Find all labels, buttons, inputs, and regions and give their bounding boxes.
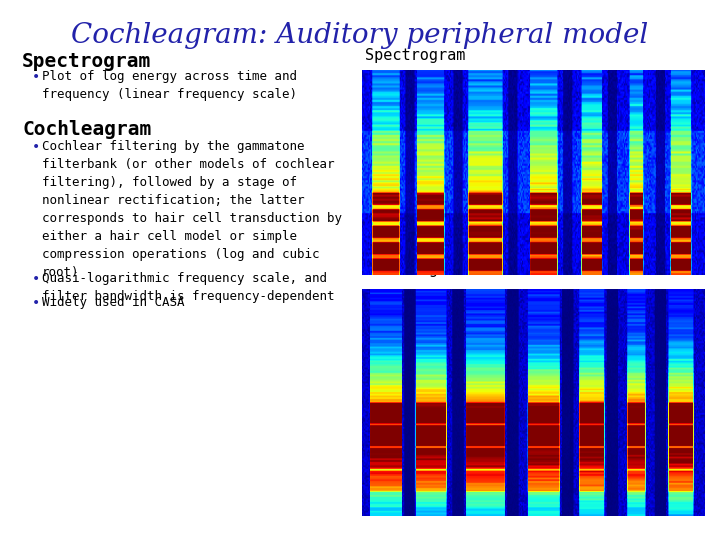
Text: •: • (32, 140, 40, 154)
Text: Cochleagram: Cochleagram (365, 262, 465, 277)
Text: Cochleagram: Cochleagram (22, 120, 151, 139)
Text: Cochlear filtering by the gammatone
filterbank (or other models of cochlear
filt: Cochlear filtering by the gammatone filt… (42, 140, 342, 279)
Text: •: • (32, 272, 40, 286)
Text: Quasi-logarithmic frequency scale, and
filter bandwidth is frequency-dependent: Quasi-logarithmic frequency scale, and f… (42, 272, 335, 303)
Text: Spectrogram: Spectrogram (365, 48, 465, 63)
Text: Spectrogram: Spectrogram (22, 52, 151, 71)
Text: •: • (32, 296, 40, 310)
Text: Cochleagram: Auditory peripheral model: Cochleagram: Auditory peripheral model (71, 22, 649, 49)
Text: •: • (32, 70, 40, 84)
Text: Plot of log energy across time and
frequency (linear frequency scale): Plot of log energy across time and frequ… (42, 70, 297, 101)
Text: Widely used in CASA: Widely used in CASA (42, 296, 184, 309)
